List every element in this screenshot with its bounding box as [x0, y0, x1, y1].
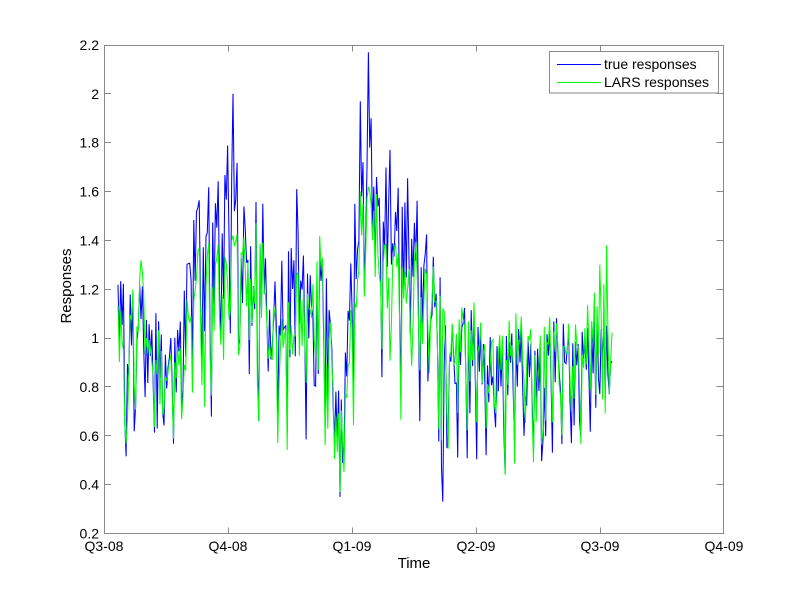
svg-text:0.4: 0.4: [80, 477, 100, 493]
svg-text:1.6: 1.6: [80, 184, 100, 200]
svg-text:Q3-08: Q3-08: [85, 538, 124, 554]
svg-text:Time: Time: [398, 555, 431, 572]
svg-text:1.2: 1.2: [80, 281, 100, 297]
svg-text:1.8: 1.8: [80, 135, 100, 151]
svg-text:true responses: true responses: [604, 56, 697, 72]
svg-text:Q4-09: Q4-09: [705, 538, 744, 554]
svg-text:2: 2: [91, 86, 99, 102]
svg-text:Q3-09: Q3-09: [581, 538, 620, 554]
svg-text:0.6: 0.6: [80, 428, 100, 444]
svg-text:Q1-09: Q1-09: [333, 538, 372, 554]
svg-text:1: 1: [91, 330, 99, 346]
svg-text:0.8: 0.8: [80, 379, 100, 395]
svg-text:0.2: 0.2: [80, 526, 100, 542]
svg-text:2.2: 2.2: [80, 37, 100, 53]
svg-text:Responses: Responses: [58, 248, 75, 323]
svg-text:LARS responses: LARS responses: [604, 74, 709, 90]
svg-text:Q2-09: Q2-09: [457, 538, 496, 554]
svg-text:Q4-08: Q4-08: [209, 538, 248, 554]
svg-text:1.4: 1.4: [80, 232, 100, 248]
